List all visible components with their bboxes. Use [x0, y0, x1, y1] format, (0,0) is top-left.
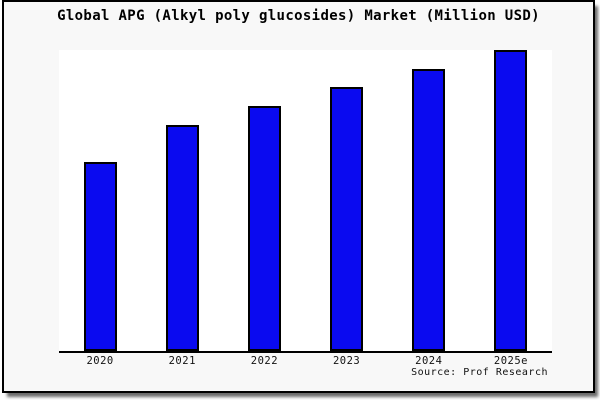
bar-2021	[165, 125, 199, 351]
bar-slot-2025e	[470, 50, 552, 351]
x-tick-label-2022: 2022	[250, 355, 279, 367]
bar-slot-2024	[388, 50, 470, 351]
bar-slot-2022	[223, 50, 305, 351]
bar-slot-2023	[306, 50, 388, 351]
bar-slot-2020	[59, 50, 141, 351]
bar-2024	[412, 69, 446, 351]
plot-area	[59, 50, 552, 353]
bar-2020	[83, 162, 117, 351]
x-tick-label-2021: 2021	[168, 355, 196, 367]
source-note: Source: Prof Research	[411, 367, 548, 378]
bar-slot-2021	[141, 50, 223, 351]
chart-frame: Global APG (Alkyl poly glucosides) Marke…	[2, 0, 595, 393]
bar-2022	[247, 106, 281, 351]
bars-group	[59, 50, 552, 351]
bar-2023	[330, 87, 364, 351]
x-tick-label-2023: 2023	[332, 355, 361, 367]
chart-title: Global APG (Alkyl poly glucosides) Marke…	[57, 8, 540, 24]
bar-2025e	[494, 50, 528, 351]
x-tick-label-2025e: 2025e	[493, 355, 528, 367]
x-tick-label-2020: 2020	[86, 355, 114, 367]
x-tick-label-2024: 2024	[415, 355, 443, 367]
x-axis-labels: 2020 2021 2022 2023 2024 2025e	[59, 355, 552, 367]
